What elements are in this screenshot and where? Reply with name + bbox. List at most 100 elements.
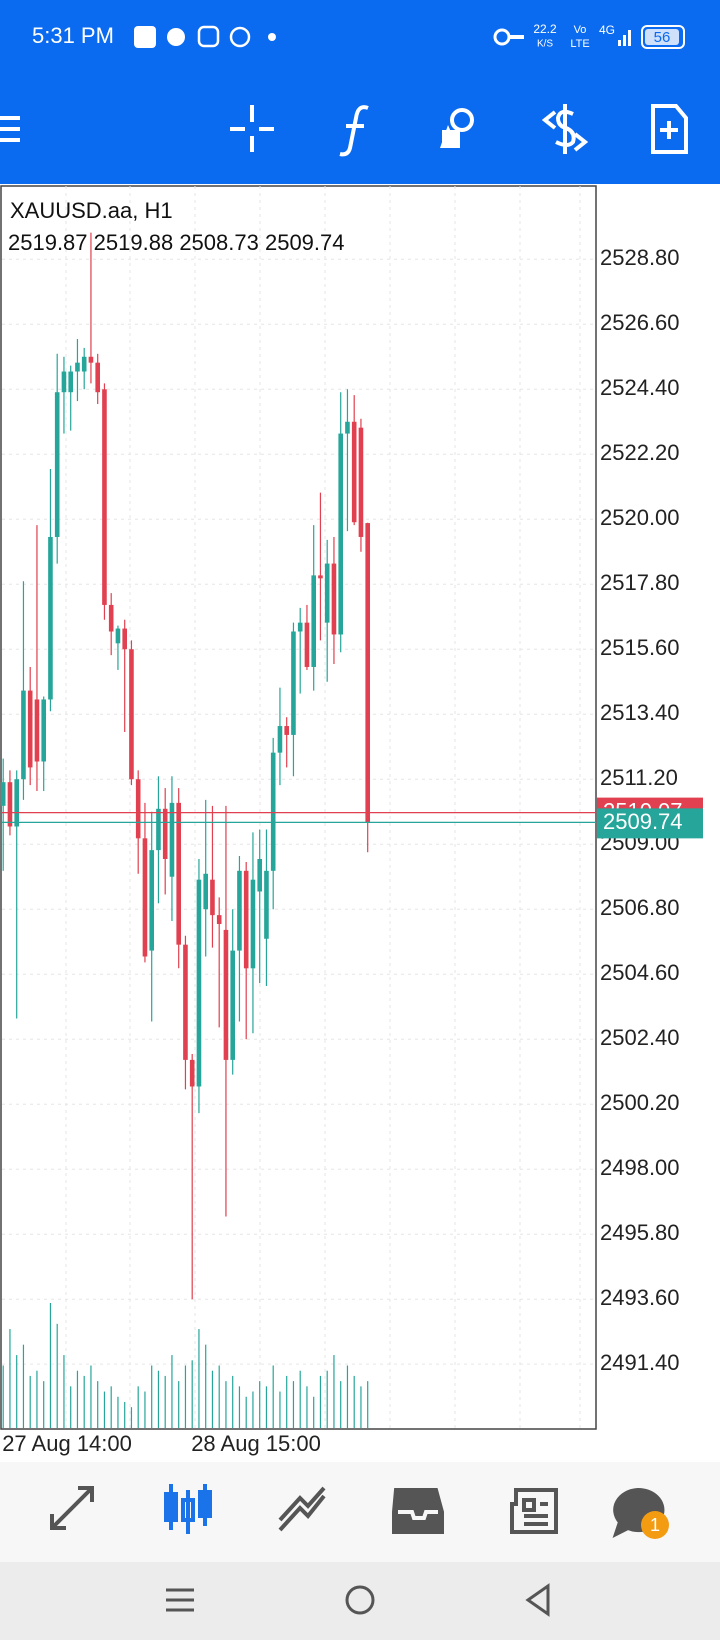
chart-tab[interactable] xyxy=(164,1484,212,1534)
plot-area xyxy=(0,232,596,1428)
candle-body xyxy=(122,628,127,650)
candle-body xyxy=(297,622,303,632)
ohlc-high: 2519.88 xyxy=(94,230,174,255)
indicators-button[interactable] xyxy=(339,105,369,157)
candle-body xyxy=(223,929,229,1060)
candle-body xyxy=(75,362,80,372)
nav-icons xyxy=(50,1484,665,1538)
candle-body xyxy=(304,622,310,667)
candle-body xyxy=(95,362,100,393)
trade-button[interactable] xyxy=(541,104,589,154)
candle-body xyxy=(230,950,235,1060)
candle-body xyxy=(88,356,94,363)
candle-body xyxy=(68,371,73,393)
menu-button[interactable] xyxy=(0,116,20,142)
candle-body xyxy=(351,421,357,523)
y-tick-label: 2502.40 xyxy=(600,1025,680,1050)
app-icon xyxy=(167,28,185,46)
candle-body xyxy=(156,808,161,851)
candle-body xyxy=(21,690,26,780)
candle-body xyxy=(34,699,40,762)
y-tick-label: 2528.80 xyxy=(600,245,680,270)
y-tick-label: 2522.20 xyxy=(600,440,680,465)
ohlc-close: 2509.74 xyxy=(265,230,345,255)
chart-title: XAUUSD.aa, H1 xyxy=(10,198,173,223)
home-button[interactable] xyxy=(345,1585,375,1615)
y-tick-label: 2515.60 xyxy=(600,635,680,660)
candle-body xyxy=(358,427,364,537)
volte-label: Vo xyxy=(574,24,587,36)
candle-body xyxy=(270,752,276,871)
candle-body xyxy=(250,879,256,969)
system-nav-buttons xyxy=(166,1583,550,1617)
candle-body xyxy=(0,782,6,806)
y-tick-label: 2511.20 xyxy=(600,765,678,790)
quotes-tab[interactable] xyxy=(50,1486,94,1530)
candle-body xyxy=(142,838,148,957)
recents-button[interactable] xyxy=(166,1588,194,1612)
battery-level: 56 xyxy=(654,29,671,46)
candle-body xyxy=(169,802,175,877)
volte-label: LTE xyxy=(570,38,589,50)
candle-body xyxy=(331,563,337,635)
x-tick-label: 27 Aug 14:00 xyxy=(2,1431,132,1456)
y-tick-label: 2498.00 xyxy=(600,1155,680,1180)
back-button[interactable] xyxy=(525,1583,550,1617)
bottom-nav xyxy=(0,1462,720,1562)
y-tick-label: 2491.40 xyxy=(600,1350,680,1375)
x-tick-label: 28 Aug 15:00 xyxy=(191,1431,321,1456)
candle-body xyxy=(27,690,33,768)
status-icons xyxy=(134,25,524,48)
candle-body xyxy=(324,563,330,623)
candle-body xyxy=(365,523,370,823)
history-tab[interactable] xyxy=(392,1488,444,1534)
candle-body xyxy=(291,631,296,735)
dot-icon xyxy=(268,33,276,41)
new-order-button[interactable] xyxy=(651,104,688,154)
news-tab[interactable] xyxy=(510,1488,558,1534)
bid-label: 2509.74 xyxy=(603,809,683,834)
candle-body xyxy=(61,371,67,393)
candle-body xyxy=(149,850,154,951)
app-header xyxy=(0,0,720,184)
y-tick-label: 2495.80 xyxy=(600,1220,680,1245)
y-tick-label: 2526.60 xyxy=(600,310,680,335)
candle-body xyxy=(183,944,188,1060)
candle-body xyxy=(311,575,316,667)
ohlc-header: 2519.87 2519.88 2508.73 2509.74 xyxy=(8,230,345,255)
candle-body xyxy=(345,421,350,434)
toolbar xyxy=(0,104,688,157)
candle-body xyxy=(189,1059,195,1087)
y-tick-label: 2500.20 xyxy=(600,1090,680,1115)
candle-body xyxy=(176,802,181,945)
candle-body xyxy=(54,392,60,537)
signal-icon xyxy=(618,30,631,46)
candle-body xyxy=(203,873,208,910)
y-tick-label: 2504.60 xyxy=(600,960,680,985)
candle-body xyxy=(129,649,134,780)
candle-body xyxy=(7,782,13,827)
trade-tab[interactable] xyxy=(278,1486,326,1532)
ohlc-open: 2519.87 xyxy=(8,230,88,255)
candle-body xyxy=(243,870,249,969)
app-icon xyxy=(229,26,251,48)
battery-fill xyxy=(645,29,679,45)
chat-badge-count: 1 xyxy=(650,1515,660,1535)
candle-body xyxy=(338,433,343,635)
system-nav xyxy=(0,1562,720,1640)
candle-body xyxy=(81,356,87,372)
ohlc-low: 2508.73 xyxy=(179,230,259,255)
chart-frame xyxy=(0,185,597,1430)
net-speed: 22.2 xyxy=(533,22,557,36)
y-tick-label: 2517.80 xyxy=(600,570,680,595)
chat-badge xyxy=(641,1511,669,1539)
candle-body xyxy=(102,389,107,605)
objects-button[interactable] xyxy=(440,108,474,148)
crosshair-button[interactable] xyxy=(230,105,274,152)
candle-body xyxy=(318,575,323,579)
candle-body xyxy=(108,604,114,632)
candle-body xyxy=(48,536,53,700)
app-icon xyxy=(134,26,156,48)
